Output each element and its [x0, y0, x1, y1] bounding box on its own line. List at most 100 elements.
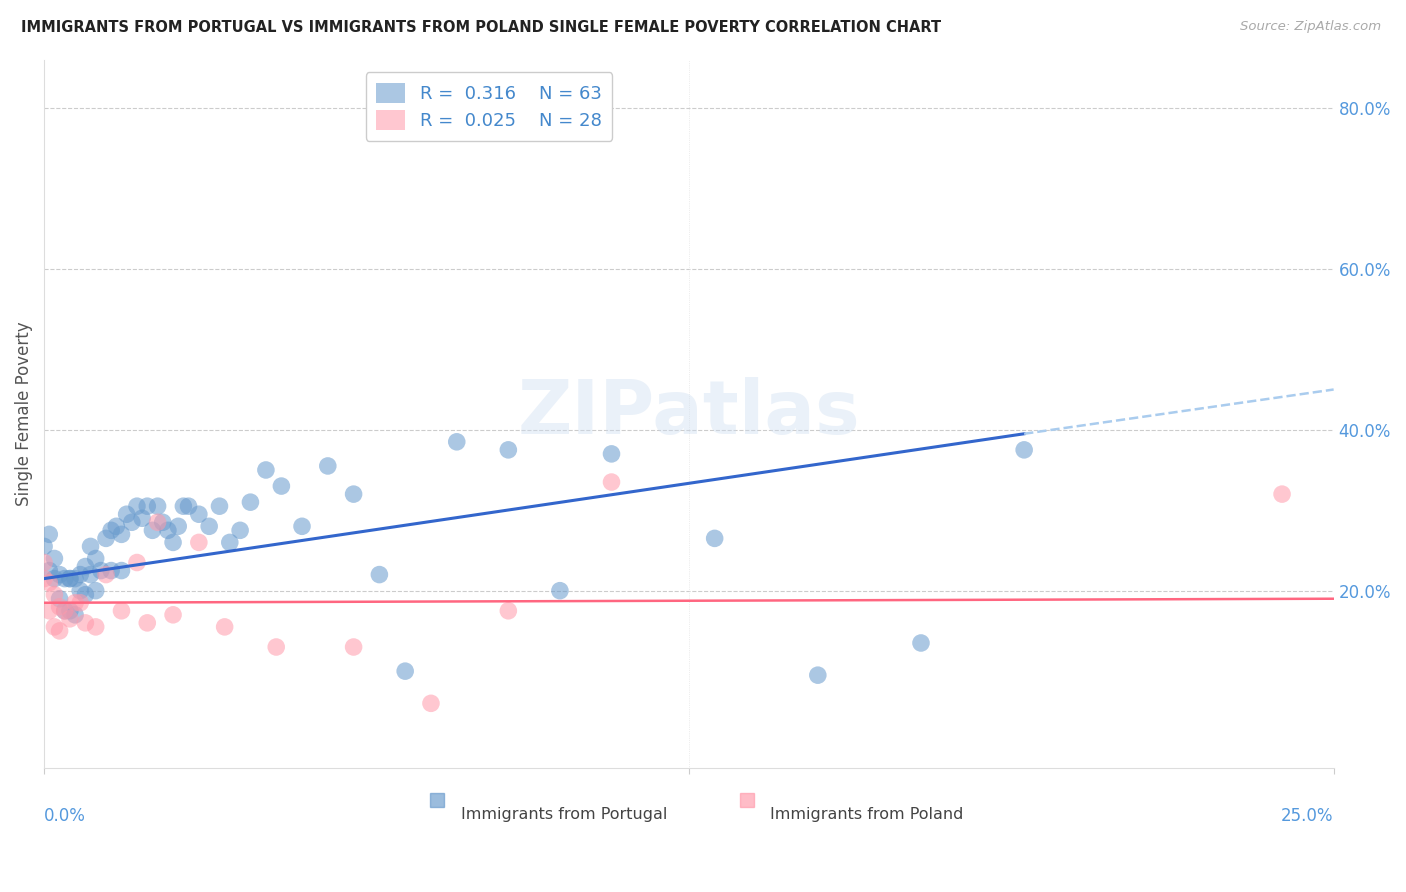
- Point: [600, 447, 623, 461]
- Point: [208, 499, 231, 513]
- Point: [600, 475, 623, 489]
- Point: [110, 527, 132, 541]
- Point: [84, 583, 107, 598]
- Point: [146, 516, 169, 530]
- Point: [69, 567, 91, 582]
- Point: [59, 604, 82, 618]
- Point: [394, 664, 416, 678]
- Point: [218, 535, 240, 549]
- Point: [703, 532, 725, 546]
- Point: [59, 572, 82, 586]
- Point: [187, 535, 209, 549]
- Point: [807, 668, 830, 682]
- Point: [38, 604, 60, 618]
- Point: [291, 519, 314, 533]
- Point: [177, 499, 200, 513]
- Point: [316, 458, 339, 473]
- Point: [110, 604, 132, 618]
- Point: [94, 532, 117, 546]
- Point: [32, 572, 55, 586]
- Point: [79, 567, 101, 582]
- Point: [910, 636, 932, 650]
- Point: [69, 583, 91, 598]
- Point: [84, 551, 107, 566]
- Legend: R =  0.316    N = 63, R =  0.025    N = 28: R = 0.316 N = 63, R = 0.025 N = 28: [366, 72, 613, 141]
- Point: [270, 479, 292, 493]
- Point: [548, 583, 571, 598]
- Y-axis label: Single Female Poverty: Single Female Poverty: [15, 321, 32, 506]
- Point: [79, 540, 101, 554]
- Point: [198, 519, 221, 533]
- Point: [63, 572, 86, 586]
- Point: [69, 596, 91, 610]
- Text: IMMIGRANTS FROM PORTUGAL VS IMMIGRANTS FROM POLAND SINGLE FEMALE POVERTY CORRELA: IMMIGRANTS FROM PORTUGAL VS IMMIGRANTS F…: [21, 20, 941, 35]
- Point: [59, 612, 82, 626]
- Point: [498, 442, 520, 457]
- Point: [187, 507, 209, 521]
- Point: [44, 572, 66, 586]
- Point: [110, 564, 132, 578]
- Point: [1012, 442, 1035, 457]
- Point: [264, 640, 287, 654]
- Point: [48, 591, 70, 606]
- Point: [84, 620, 107, 634]
- Point: [90, 564, 112, 578]
- Point: [59, 572, 82, 586]
- Point: [342, 640, 364, 654]
- Text: 25.0%: 25.0%: [1281, 806, 1334, 824]
- Point: [75, 559, 97, 574]
- Point: [136, 615, 159, 630]
- Point: [239, 495, 262, 509]
- Point: [53, 572, 76, 586]
- Text: Immigrants from Poland: Immigrants from Poland: [770, 806, 963, 822]
- Point: [152, 516, 174, 530]
- Point: [100, 564, 122, 578]
- Point: [53, 604, 76, 618]
- Point: [141, 524, 163, 538]
- Point: [121, 516, 143, 530]
- Point: [48, 599, 70, 614]
- Point: [75, 588, 97, 602]
- Point: [254, 463, 277, 477]
- Point: [498, 604, 520, 618]
- Point: [214, 620, 236, 634]
- Point: [368, 567, 391, 582]
- Point: [172, 499, 194, 513]
- Point: [125, 556, 148, 570]
- Point: [105, 519, 128, 533]
- Point: [136, 499, 159, 513]
- Point: [167, 519, 190, 533]
- Point: [342, 487, 364, 501]
- Point: [75, 615, 97, 630]
- Point: [63, 596, 86, 610]
- Text: ZIPatlas: ZIPatlas: [517, 377, 860, 450]
- Point: [446, 434, 468, 449]
- Point: [146, 499, 169, 513]
- Point: [125, 499, 148, 513]
- Point: [162, 535, 184, 549]
- Point: [38, 564, 60, 578]
- Point: [94, 567, 117, 582]
- Point: [32, 540, 55, 554]
- Point: [44, 620, 66, 634]
- Point: [53, 604, 76, 618]
- Text: Immigrants from Portugal: Immigrants from Portugal: [461, 806, 666, 822]
- Point: [48, 624, 70, 638]
- Point: [44, 551, 66, 566]
- Point: [32, 556, 55, 570]
- Point: [38, 527, 60, 541]
- Point: [420, 696, 443, 710]
- Point: [63, 607, 86, 622]
- Point: [156, 524, 179, 538]
- Text: Source: ZipAtlas.com: Source: ZipAtlas.com: [1240, 20, 1381, 33]
- Point: [38, 575, 60, 590]
- Point: [229, 524, 252, 538]
- Point: [44, 588, 66, 602]
- Text: 0.0%: 0.0%: [44, 806, 86, 824]
- Point: [1271, 487, 1294, 501]
- Point: [131, 511, 153, 525]
- Point: [100, 524, 122, 538]
- Point: [162, 607, 184, 622]
- Point: [115, 507, 138, 521]
- Point: [48, 567, 70, 582]
